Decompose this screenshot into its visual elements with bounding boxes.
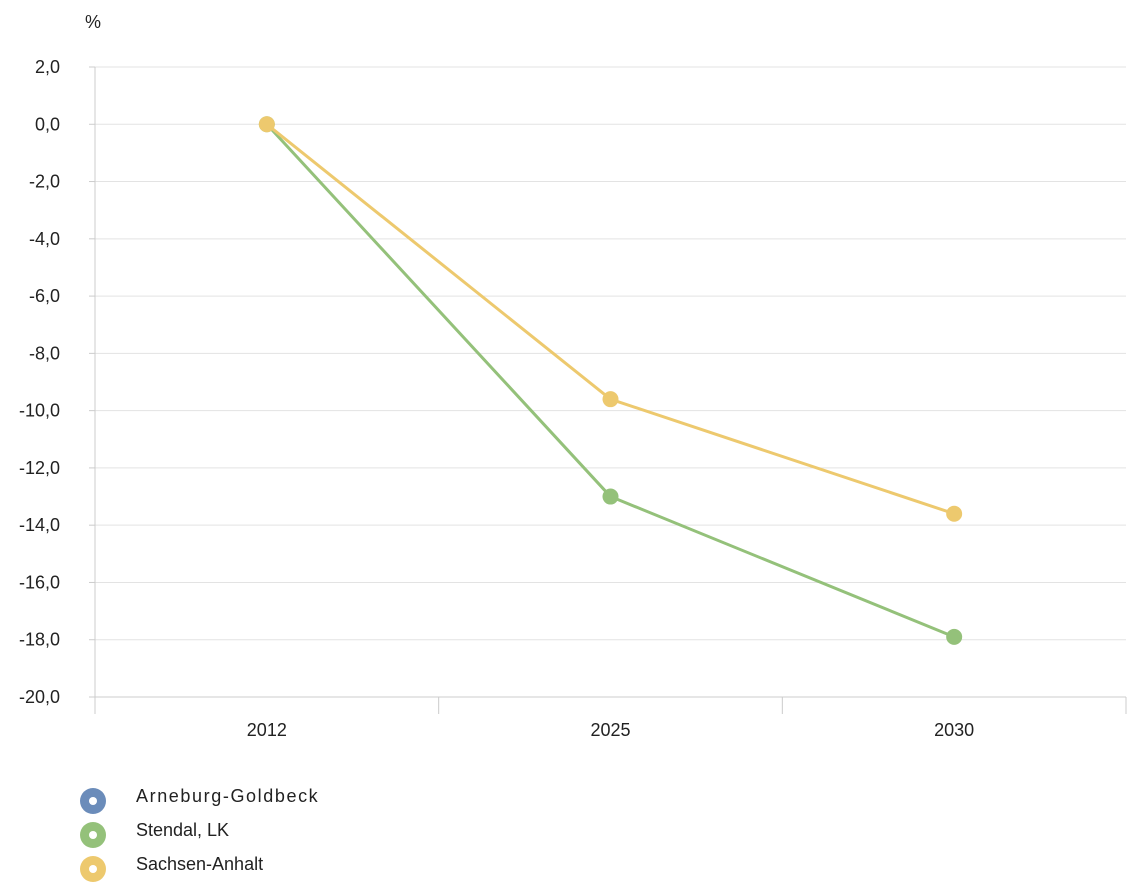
line-chart: 2,0 0,0 -2,0 -4,0 -6,0 -8,0 -10,0 -12,0 -14,0 -16… [19, 12, 1127, 740]
x-tick-label: 2025 [590, 720, 630, 740]
data-point[interactable] [602, 391, 619, 408]
legend-label: Arneburg-Goldbeck [136, 786, 320, 806]
series-line [265, 123, 955, 516]
y-tick-label: -20,0 [19, 687, 60, 707]
axes [89, 66, 1127, 714]
y-tick-label: -14,0 [19, 515, 60, 535]
series-lines [258, 116, 963, 645]
legend-marker-icon [80, 822, 106, 848]
data-point[interactable] [602, 488, 619, 505]
y-tick-label: -12,0 [19, 458, 60, 478]
y-tick-label: -16,0 [19, 572, 60, 592]
legend-label: Sachsen-Anhalt [136, 854, 264, 874]
x-tick-label: 2012 [247, 720, 287, 740]
data-point[interactable] [946, 505, 963, 522]
x-tick-label: 2030 [934, 720, 974, 740]
y-tick-label: 2,0 [35, 57, 60, 77]
series-line [265, 123, 955, 639]
data-point[interactable] [946, 628, 963, 645]
y-tick-label: -18,0 [19, 630, 60, 650]
data-point[interactable] [258, 116, 275, 133]
y-tick-label: -2,0 [29, 172, 60, 192]
legend-marker-icon [80, 788, 106, 814]
legend-label: Stendal, LK [136, 820, 230, 840]
y-axis-label: % [85, 12, 101, 32]
y-tick-label: -6,0 [29, 286, 60, 306]
legend-marker-icon [80, 856, 106, 882]
y-tick-label: 0,0 [35, 114, 60, 134]
y-tick-label: -8,0 [29, 343, 60, 363]
y-tick-label: -10,0 [19, 401, 60, 421]
gridlines [95, 66, 1126, 641]
y-tick-label: -4,0 [29, 229, 60, 249]
tick-labels: 2,0 0,0 -2,0 -4,0 -6,0 -8,0 -10,0 -12,0 -14,0 -16… [19, 57, 974, 740]
